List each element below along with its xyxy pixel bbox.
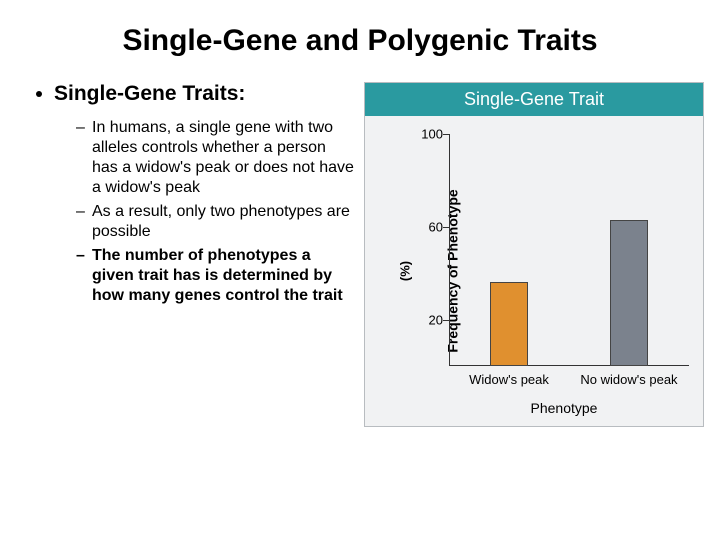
- dash-icon: –: [76, 202, 85, 222]
- y-tick-label: 60: [429, 219, 443, 234]
- x-category-label: No widow's peak: [569, 372, 689, 387]
- content-row: Single-Gene Traits: – In humans, a singl…: [0, 82, 720, 427]
- x-axis-line: [449, 365, 689, 366]
- sub-bullet-item: – As a result, only two phenotypes are p…: [76, 202, 356, 242]
- x-category-label: Widow's peak: [449, 372, 569, 387]
- sub-bullet-list: – In humans, a single gene with two alle…: [36, 118, 356, 306]
- bullet-heading: Single-Gene Traits:: [36, 82, 356, 106]
- y-tick-label: 100: [421, 127, 443, 142]
- y-axis-line: [449, 134, 450, 366]
- dash-icon: –: [76, 246, 85, 266]
- sub-bullet-item: – The number of phenotypes a given trait…: [76, 246, 356, 306]
- y-tick: [443, 134, 449, 135]
- y-tick: [443, 320, 449, 321]
- bullet-heading-text: Single-Gene Traits:: [54, 82, 245, 105]
- bar: [490, 282, 528, 366]
- bullet-dot-icon: [36, 91, 42, 97]
- chart-header: Single-Gene Trait: [365, 83, 703, 116]
- y-tick-label: 20: [429, 312, 443, 327]
- y-tick: [443, 227, 449, 228]
- chart-body: Frequency of Phenotype (%) 2060100Widow'…: [365, 116, 703, 426]
- dash-icon: –: [76, 118, 85, 138]
- sub-bullet-text: As a result, only two phenotypes are pos…: [92, 203, 350, 240]
- right-column: Single-Gene Trait Frequency of Phenotype…: [356, 82, 710, 427]
- bar: [610, 220, 648, 366]
- x-axis-label: Phenotype: [365, 400, 703, 416]
- chart-panel: Single-Gene Trait Frequency of Phenotype…: [364, 82, 704, 427]
- sub-bullet-text: The number of phenotypes a given trait h…: [92, 247, 343, 304]
- slide-title: Single-Gene and Polygenic Traits: [0, 0, 720, 82]
- left-column: Single-Gene Traits: – In humans, a singl…: [36, 82, 356, 427]
- plot-area: 2060100Widow's peakNo widow's peak: [449, 134, 689, 366]
- y-axis-sublabel: (%): [398, 261, 413, 281]
- sub-bullet-text: In humans, a single gene with two allele…: [92, 119, 354, 196]
- sub-bullet-item: – In humans, a single gene with two alle…: [76, 118, 356, 198]
